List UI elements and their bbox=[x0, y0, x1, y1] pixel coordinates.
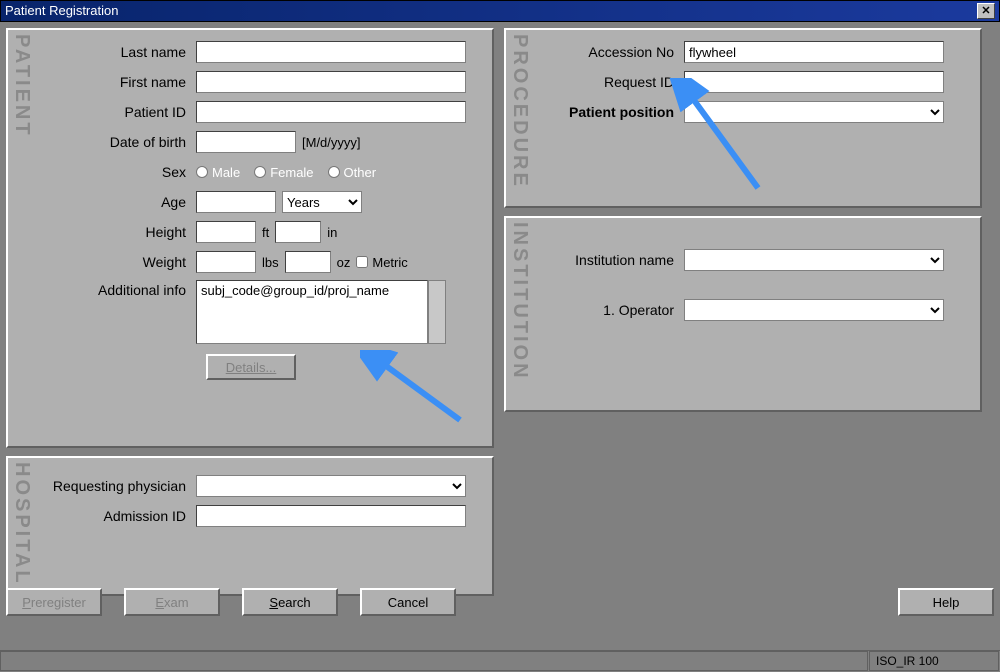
accession-no-input[interactable] bbox=[684, 41, 944, 63]
operator-select[interactable] bbox=[684, 299, 944, 321]
bottom-button-bar: Preregister Exam Search Cancel Help bbox=[6, 588, 994, 616]
patient-panel: PATIENT Last name First name Patient ID … bbox=[6, 28, 494, 448]
sex-other-radio[interactable] bbox=[328, 166, 340, 178]
hospital-panel: HOSPITAL Requesting physician Admission … bbox=[6, 456, 494, 596]
window-body: PATIENT Last name First name Patient ID … bbox=[0, 22, 1000, 650]
additional-info-label: Additional info bbox=[36, 280, 196, 298]
first-name-label: First name bbox=[36, 74, 196, 90]
preregister-button: Preregister bbox=[6, 588, 102, 616]
sex-label: Sex bbox=[36, 164, 196, 180]
textarea-scrollbar[interactable] bbox=[428, 280, 446, 344]
last-name-label: Last name bbox=[36, 44, 196, 60]
cancel-button[interactable]: Cancel bbox=[360, 588, 456, 616]
request-id-label: Request ID bbox=[534, 74, 684, 90]
height-in-input[interactable] bbox=[275, 221, 321, 243]
age-label: Age bbox=[36, 194, 196, 210]
statusbar: ISO_IR 100 bbox=[0, 650, 1000, 672]
panel-label-patient: PATIENT bbox=[10, 34, 33, 138]
age-input[interactable] bbox=[196, 191, 276, 213]
weight-label: Weight bbox=[36, 254, 196, 270]
dob-label: Date of birth bbox=[36, 134, 196, 150]
sex-male-radio[interactable] bbox=[196, 166, 208, 178]
panel-label-hospital: HOSPITAL bbox=[10, 462, 33, 586]
sex-radios: Male Female Other bbox=[196, 165, 376, 180]
metric-checkbox-label[interactable]: Metric bbox=[356, 255, 407, 270]
sex-female-radio[interactable] bbox=[254, 166, 266, 178]
institution-panel: INSTITUTION Institution name 1. Operator bbox=[504, 216, 982, 412]
panel-label-procedure: PROCEDURE bbox=[508, 34, 531, 189]
dob-input[interactable] bbox=[196, 131, 296, 153]
first-name-input[interactable] bbox=[196, 71, 466, 93]
patient-id-label: Patient ID bbox=[36, 104, 196, 120]
sex-female-option[interactable]: Female bbox=[254, 165, 313, 180]
req-physician-label: Requesting physician bbox=[36, 478, 196, 494]
last-name-input[interactable] bbox=[196, 41, 466, 63]
req-physician-select[interactable] bbox=[196, 475, 466, 497]
procedure-panel: PROCEDURE Accession No Request ID Patien… bbox=[504, 28, 982, 208]
height-ft-input[interactable] bbox=[196, 221, 256, 243]
weight-lbs-input[interactable] bbox=[196, 251, 256, 273]
patient-position-label: Patient position bbox=[534, 104, 684, 120]
metric-checkbox[interactable] bbox=[356, 256, 368, 268]
institution-name-label: Institution name bbox=[534, 252, 684, 268]
accession-no-label: Accession No bbox=[534, 44, 684, 60]
search-button[interactable]: Search bbox=[242, 588, 338, 616]
status-cell-main bbox=[0, 651, 868, 671]
help-button[interactable]: Help bbox=[898, 588, 994, 616]
sex-male-option[interactable]: Male bbox=[196, 165, 240, 180]
oz-unit-label: oz bbox=[337, 255, 351, 270]
patient-position-select[interactable] bbox=[684, 101, 944, 123]
age-unit-select[interactable]: Years bbox=[282, 191, 362, 213]
weight-oz-input[interactable] bbox=[285, 251, 331, 273]
operator-label: 1. Operator bbox=[534, 302, 684, 318]
exam-button: Exam bbox=[124, 588, 220, 616]
ft-unit-label: ft bbox=[262, 225, 269, 240]
patient-id-input[interactable] bbox=[196, 101, 466, 123]
sex-other-option[interactable]: Other bbox=[328, 165, 377, 180]
close-icon[interactable]: ✕ bbox=[977, 3, 995, 19]
status-cell-encoding: ISO_IR 100 bbox=[869, 651, 999, 671]
titlebar: Patient Registration ✕ bbox=[0, 0, 1000, 22]
details-button: Details... bbox=[206, 354, 296, 380]
dob-format-label: [M/d/yyyy] bbox=[302, 135, 361, 150]
height-label: Height bbox=[36, 224, 196, 240]
request-id-input[interactable] bbox=[684, 71, 944, 93]
admission-id-label: Admission ID bbox=[36, 508, 196, 524]
admission-id-input[interactable] bbox=[196, 505, 466, 527]
lbs-unit-label: lbs bbox=[262, 255, 279, 270]
in-unit-label: in bbox=[327, 225, 337, 240]
additional-info-input[interactable]: subj_code@group_id/proj_name bbox=[196, 280, 428, 344]
institution-name-select[interactable] bbox=[684, 249, 944, 271]
window-title: Patient Registration bbox=[5, 0, 118, 22]
panel-label-institution: INSTITUTION bbox=[508, 222, 531, 381]
